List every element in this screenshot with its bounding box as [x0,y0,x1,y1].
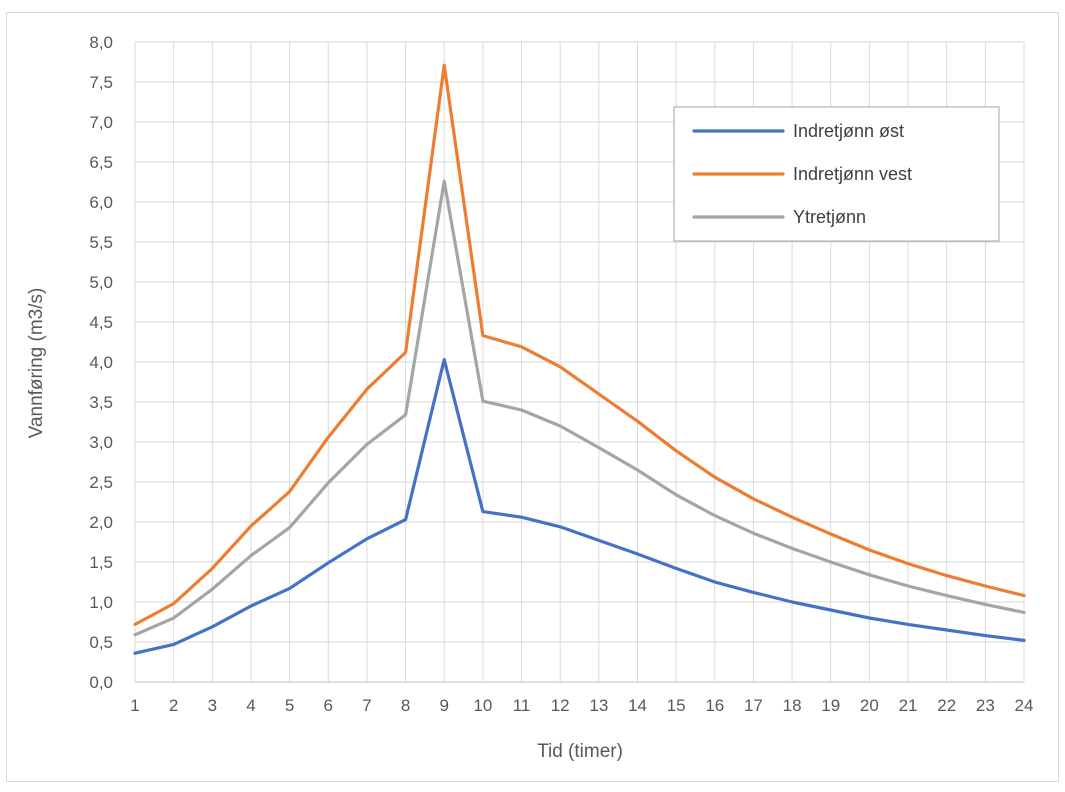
y-tick-label: 7,0 [89,113,113,132]
x-tick-label: 20 [860,696,879,715]
x-tick-label: 1 [130,696,139,715]
y-tick-label: 4,0 [89,353,113,372]
series-lines [133,63,1026,655]
y-tick-label: 3,5 [89,393,113,412]
y-tick-label: 1,5 [89,553,113,572]
legend: Indretjønn øst Indretjønn vest Ytretjønn [673,106,1000,242]
x-tick-label: 10 [473,696,492,715]
series-line-2 [133,63,1026,627]
x-tick-label: 8 [401,696,410,715]
x-tick-label: 13 [589,696,608,715]
y-tick-label: 4,5 [89,313,113,332]
x-tick-label: 18 [783,696,802,715]
y-tick-label: 5,0 [89,273,113,292]
y-tick-label: 3,0 [89,433,113,452]
y-tick-label: 8,0 [89,33,113,52]
x-tick-label: 21 [899,696,918,715]
y-tick-label: 0,5 [89,633,113,652]
y-tick-label: 0,0 [89,673,113,692]
y-tick-labels: 0,0 0,5 1,0 1,5 2,0 2,5 3,0 3,5 4,0 4,5 5,0 5,5 6,0 6… [89,33,113,692]
x-tick-label: 16 [705,696,724,715]
x-tick-label: 4 [246,696,255,715]
x-tick-label: 3 [208,696,217,715]
x-tick-label: 11 [513,696,531,715]
x-axis-title: Tid (timer) [537,741,623,762]
legend-label: Indretjønn vest [793,164,912,184]
x-tick-label: 12 [551,696,570,715]
x-tick-label: 17 [744,696,763,715]
x-tick-label: 19 [821,696,840,715]
y-tick-label: 6,0 [89,193,113,212]
y-tick-label: 2,5 [89,473,113,492]
y-tick-label: 5,5 [89,233,113,252]
series-line-3 [133,179,1026,637]
y-tick-label: 7,5 [89,73,113,92]
x-tick-label: 2 [169,696,178,715]
y-tick-label: 2,0 [89,513,113,532]
y-tick-label: 6,5 [89,153,113,172]
gridlines [134,41,1025,682]
x-tick-label: 9 [439,696,448,715]
legend-label: Ytretjønn [793,207,866,227]
y-tick-label: 1,0 [89,593,113,612]
series-line-1 [133,358,1026,655]
x-tick-label: 14 [628,696,647,715]
legend-label: Indretjønn øst [793,121,904,141]
x-tick-label: 23 [976,696,995,715]
x-tick-label: 6 [324,696,333,715]
x-tick-label: 24 [1015,696,1034,715]
x-tick-labels: 1 2 3 4 5 6 7 8 9 10 11 12 13 14 15 16 17 18 19 20 21 22 23 24 [130,696,1033,715]
x-tick-label: 22 [937,696,956,715]
x-tick-label: 5 [285,696,294,715]
y-axis-title: Vannføring (m3/s) [26,288,47,439]
x-tick-label: 15 [667,696,686,715]
x-tick-label: 7 [362,696,371,715]
